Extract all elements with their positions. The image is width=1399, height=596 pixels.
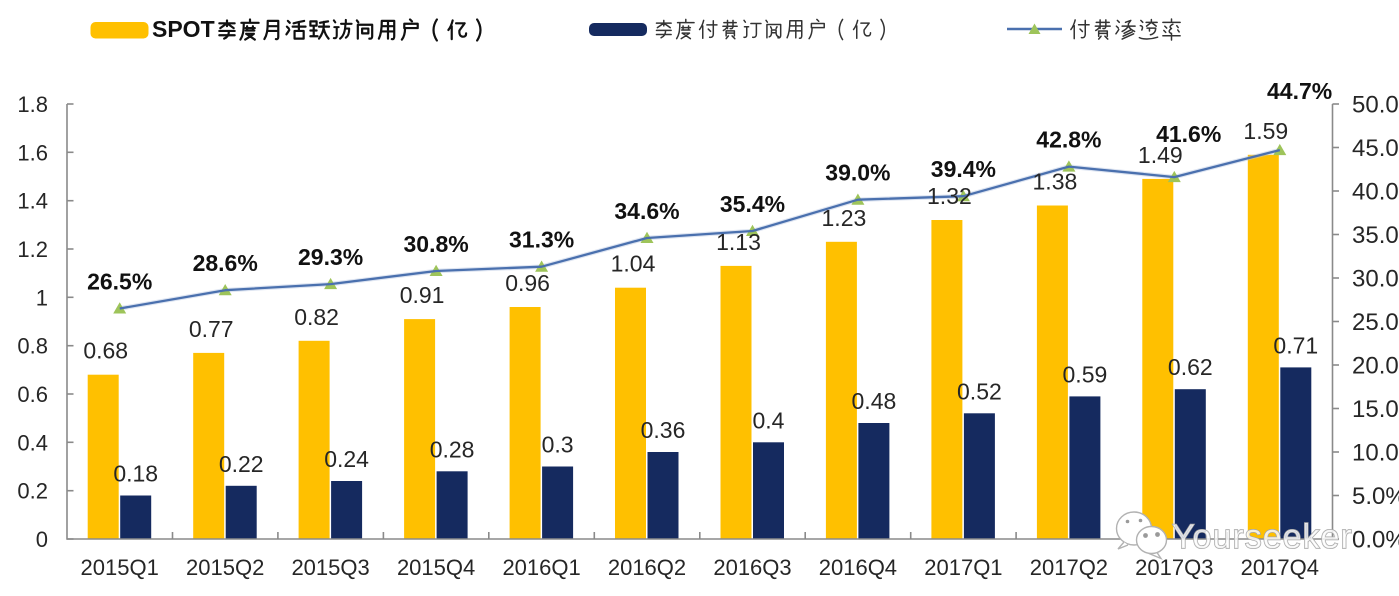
svg-text:50.0%: 50.0%: [1352, 92, 1399, 119]
svg-text:0.77: 0.77: [189, 316, 234, 342]
svg-text:0.8: 0.8: [17, 334, 48, 359]
svg-text:35.4%: 35.4%: [720, 191, 785, 217]
svg-text:39.4%: 39.4%: [931, 156, 996, 182]
svg-text:31.3%: 31.3%: [509, 227, 574, 253]
svg-text:25.0%: 25.0%: [1352, 309, 1399, 336]
svg-text:35.0%: 35.0%: [1352, 222, 1399, 249]
svg-text:41.6%: 41.6%: [1156, 121, 1221, 147]
svg-text:0.3: 0.3: [542, 432, 574, 458]
svg-text:1.32: 1.32: [927, 183, 972, 209]
svg-text:2016Q3: 2016Q3: [713, 555, 791, 580]
svg-text:1: 1: [36, 285, 48, 310]
svg-text:2015Q2: 2015Q2: [186, 555, 264, 580]
svg-text:SPOT: SPOT: [152, 16, 215, 42]
svg-text:0.24: 0.24: [324, 446, 369, 472]
svg-text:29.3%: 29.3%: [298, 244, 363, 270]
svg-text:2017Q2: 2017Q2: [1030, 555, 1108, 580]
svg-text:5.0%: 5.0%: [1352, 483, 1399, 510]
svg-text:0.28: 0.28: [430, 436, 475, 462]
svg-text:2015Q1: 2015Q1: [81, 555, 159, 580]
svg-text:2015Q3: 2015Q3: [291, 555, 369, 580]
svg-text:39.0%: 39.0%: [825, 160, 890, 186]
svg-text:42.8%: 42.8%: [1036, 127, 1101, 153]
svg-text:30.0%: 30.0%: [1352, 266, 1399, 293]
svg-text:0.52: 0.52: [957, 378, 1002, 404]
svg-text:34.6%: 34.6%: [614, 198, 679, 224]
svg-text:1.8: 1.8: [17, 92, 48, 117]
svg-text:0.22: 0.22: [219, 451, 264, 477]
svg-text:26.5%: 26.5%: [87, 269, 152, 295]
svg-text:2017Q4: 2017Q4: [1241, 555, 1319, 580]
svg-text:0.36: 0.36: [641, 417, 686, 443]
svg-text:40.0%: 40.0%: [1352, 179, 1399, 206]
svg-text:0.0%: 0.0%: [1352, 527, 1399, 554]
svg-text:1.38: 1.38: [1033, 169, 1078, 195]
svg-text:0.82: 0.82: [294, 304, 339, 330]
svg-text:1.59: 1.59: [1243, 118, 1288, 144]
svg-text:28.6%: 28.6%: [193, 250, 258, 276]
svg-text:10.0%: 10.0%: [1352, 440, 1399, 467]
svg-text:2016Q2: 2016Q2: [608, 555, 686, 580]
svg-text:0.6: 0.6: [17, 382, 48, 407]
svg-text:0.4: 0.4: [17, 430, 48, 455]
svg-text:0.91: 0.91: [400, 282, 445, 308]
svg-text:2015Q4: 2015Q4: [397, 555, 475, 580]
svg-text:0.18: 0.18: [113, 461, 158, 487]
svg-text:0: 0: [36, 527, 48, 552]
svg-text:2016Q1: 2016Q1: [502, 555, 580, 580]
svg-text:20.0%: 20.0%: [1352, 353, 1399, 380]
svg-text:1.2: 1.2: [17, 237, 48, 262]
svg-text:15.0%: 15.0%: [1352, 396, 1399, 423]
svg-text:0.48: 0.48: [852, 388, 897, 414]
svg-text:Yourseeker: Yourseeker: [1172, 518, 1353, 556]
svg-text:0.62: 0.62: [1168, 354, 1213, 380]
svg-text:2017Q1: 2017Q1: [924, 555, 1002, 580]
svg-text:0.71: 0.71: [1273, 332, 1318, 358]
svg-text:2016Q4: 2016Q4: [819, 555, 897, 580]
svg-text:0.2: 0.2: [17, 479, 48, 504]
svg-text:1.49: 1.49: [1138, 142, 1183, 168]
svg-text:1.6: 1.6: [17, 140, 48, 165]
svg-text:1.04: 1.04: [611, 251, 656, 277]
svg-text:30.8%: 30.8%: [403, 231, 468, 257]
svg-text:0.59: 0.59: [1063, 361, 1108, 387]
svg-text:0.4: 0.4: [753, 407, 785, 433]
svg-text:0.96: 0.96: [505, 270, 550, 296]
svg-text:1.4: 1.4: [17, 189, 48, 214]
svg-text:45.0%: 45.0%: [1352, 135, 1399, 162]
svg-text:2017Q3: 2017Q3: [1135, 555, 1213, 580]
svg-text:44.7%: 44.7%: [1267, 78, 1332, 104]
svg-text:0.68: 0.68: [83, 338, 128, 364]
svg-text:1.13: 1.13: [716, 229, 761, 255]
svg-text:1.23: 1.23: [822, 205, 867, 231]
